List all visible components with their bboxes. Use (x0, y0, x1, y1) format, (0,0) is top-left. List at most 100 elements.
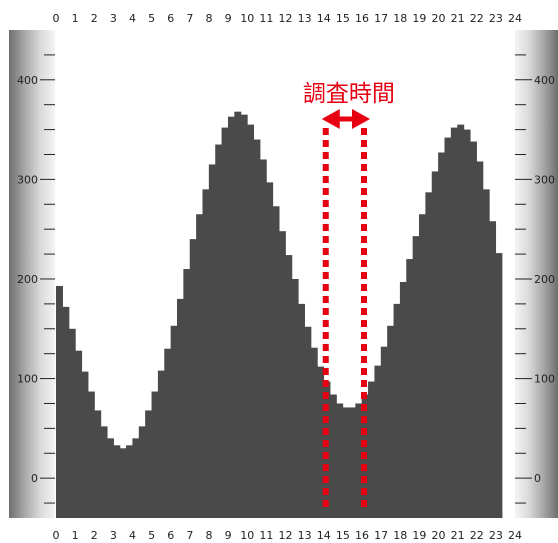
x-tick-label: 19 (412, 529, 426, 542)
tide-bar (253, 139, 261, 519)
tide-bar (196, 214, 204, 519)
x-tick-label: 5 (148, 529, 155, 542)
x-tick-label: 11 (259, 529, 273, 542)
y-axis-left: 0 100 200 300 400 (17, 74, 55, 485)
x-tick-label: 5 (148, 12, 155, 25)
tide-bar (75, 350, 83, 518)
x-tick-label: 3 (110, 529, 117, 542)
tide-bar (374, 365, 382, 518)
tide-bar (62, 306, 70, 518)
x-tick-label: 21 (451, 12, 465, 25)
tide-bar (304, 326, 312, 518)
tide-bar (342, 407, 350, 518)
tide-bar (438, 152, 446, 518)
x-tick-label: 1 (72, 529, 79, 542)
x-tick-label: 10 (240, 12, 254, 25)
x-tick-label: 20 (432, 529, 446, 542)
tide-bar (234, 111, 242, 519)
tide-bar (202, 189, 210, 518)
tide-bar (482, 189, 490, 518)
tide-bar (151, 391, 159, 518)
tide-bar (444, 137, 452, 518)
y-tick-label: 200 (534, 273, 555, 286)
x-tick-label: 1 (72, 12, 79, 25)
tide-bar (431, 171, 439, 519)
tide-bar (387, 325, 395, 518)
x-tick-label: 24 (508, 529, 522, 542)
survey-time-label: 調査時間 (303, 81, 395, 107)
tide-bars (56, 111, 503, 519)
x-tick-label: 11 (259, 12, 273, 25)
tide-bar (183, 269, 191, 518)
x-tick-label: 12 (279, 12, 293, 25)
tide-bar (393, 303, 401, 518)
x-tick-label: 8 (206, 529, 213, 542)
tide-bar (68, 328, 76, 518)
y-tick-label: 400 (534, 74, 555, 87)
tide-bar (310, 347, 318, 518)
x-tick-label: 6 (167, 529, 174, 542)
tide-bar (215, 144, 223, 518)
y-tick-label: 300 (17, 173, 38, 186)
x-tick-label: 13 (298, 12, 312, 25)
tide-bar (463, 129, 471, 518)
tide-bar (336, 403, 344, 518)
tide-bar (145, 410, 153, 518)
tide-bar (272, 206, 280, 518)
tide-bar (87, 391, 95, 518)
tide-bar (317, 366, 325, 518)
tide-bar (406, 259, 414, 518)
tide-bar (425, 192, 433, 518)
x-tick-label: 9 (225, 12, 232, 25)
tide-bar (489, 221, 497, 518)
y-minor-ticks (44, 54, 526, 504)
x-tick-label: 23 (489, 12, 503, 25)
left-scale-bar (9, 30, 55, 518)
right-scale-bar (515, 30, 558, 518)
y-tick-label: 400 (17, 74, 38, 87)
tide-bar (355, 403, 363, 518)
x-tick-label: 2 (91, 12, 98, 25)
x-tick-label: 4 (129, 12, 136, 25)
y-tick-label: 300 (534, 173, 555, 186)
x-tick-label: 0 (53, 529, 60, 542)
x-tick-label: 15 (336, 12, 350, 25)
tide-bar (247, 124, 255, 519)
tide-bar (227, 116, 235, 518)
x-tick-label: 13 (298, 529, 312, 542)
x-tick-label: 22 (470, 529, 484, 542)
tide-bar (132, 438, 140, 518)
x-tick-label: 17 (374, 12, 388, 25)
tide-bar (329, 394, 337, 518)
tide-bar (380, 346, 388, 518)
x-tick-label: 2 (91, 529, 98, 542)
tide-bar (56, 285, 63, 518)
y-tick-label: 100 (534, 373, 555, 386)
x-tick-label: 24 (508, 12, 522, 25)
tide-bar (298, 303, 305, 518)
x-tick-label: 0 (53, 12, 60, 25)
x-tick-label: 15 (336, 529, 350, 542)
tide-bar (113, 445, 121, 518)
x-tick-label: 17 (374, 529, 388, 542)
x-tick-label: 7 (186, 529, 193, 542)
tide-bar (208, 164, 216, 518)
x-tick-label: 18 (393, 12, 407, 25)
tide-bar (106, 438, 114, 518)
x-axis-top: 0 1 2 3 4 5 6 7 8 9 10 11 12 13 14 15 16 17 18 19 20 21 22 23 24 (53, 12, 523, 25)
x-tick-label: 3 (110, 12, 117, 25)
x-tick-label: 14 (317, 12, 331, 25)
x-tick-label: 8 (206, 12, 213, 25)
y-tick-label: 0 (534, 472, 541, 485)
tide-bar (189, 239, 197, 518)
arrow-left-head (321, 109, 340, 129)
tide-bar (291, 278, 299, 518)
tide-bar (221, 127, 229, 518)
tide-bar (240, 114, 248, 519)
x-tick-label: 14 (317, 529, 331, 542)
y-tick-label: 200 (17, 273, 38, 286)
x-tick-label: 4 (129, 529, 136, 542)
tide-bar (323, 381, 331, 518)
tide-bar (138, 426, 146, 518)
